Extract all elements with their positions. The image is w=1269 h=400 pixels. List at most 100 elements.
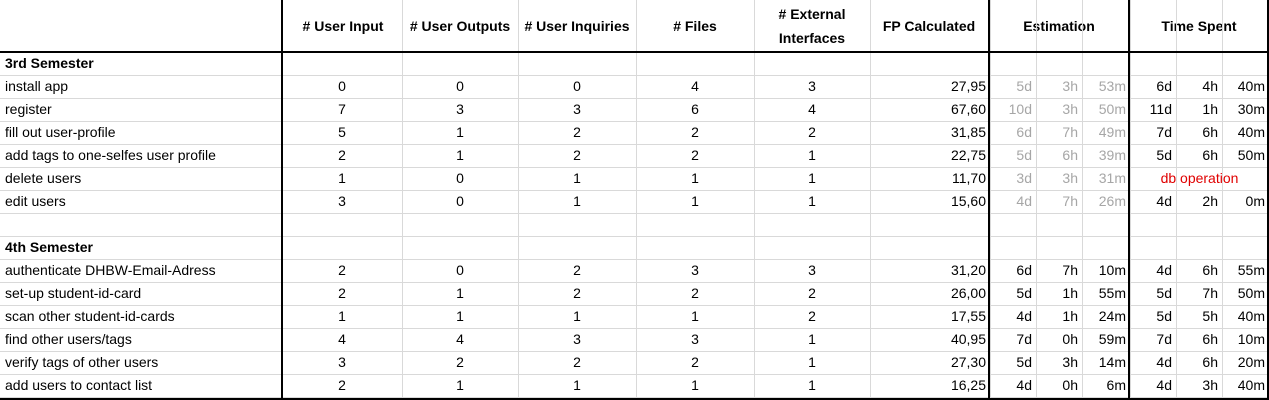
cell-fp[interactable]: 22,75: [950, 147, 986, 163]
cell-ei[interactable]: 1: [808, 193, 816, 209]
cell-uo[interactable]: 4: [456, 331, 464, 347]
cell-uq[interactable]: 0: [573, 78, 581, 94]
estimation-cell[interactable]: 7h: [1062, 262, 1078, 278]
cell-uo[interactable]: 1: [456, 285, 464, 301]
estimation-cell[interactable]: 3h: [1062, 170, 1078, 186]
estimation-cell[interactable]: 7d: [1016, 331, 1032, 347]
estimation-cell[interactable]: 7h: [1062, 193, 1078, 209]
header-files[interactable]: # Files: [673, 18, 717, 34]
cell-ei[interactable]: 1: [808, 377, 816, 393]
cell-f[interactable]: 3: [691, 331, 699, 347]
estimation-cell[interactable]: 4d: [1016, 308, 1032, 324]
estimation-cell[interactable]: 59m: [1098, 331, 1126, 347]
time-spent-cell[interactable]: 50m: [1237, 147, 1265, 163]
cell-f[interactable]: 4: [691, 78, 699, 94]
cell-ei[interactable]: 3: [808, 262, 816, 278]
estimation-cell[interactable]: 3d: [1016, 170, 1032, 186]
cell-fp[interactable]: 31,85: [950, 124, 986, 140]
task-name[interactable]: find other users/tags: [5, 331, 132, 347]
cell-f[interactable]: 2: [691, 285, 699, 301]
header-user-input[interactable]: # User Input: [302, 18, 384, 34]
cell-fp[interactable]: 40,95: [950, 331, 986, 347]
task-name[interactable]: fill out user-profile: [5, 124, 116, 140]
cell-uq[interactable]: 2: [573, 285, 581, 301]
cell-fp[interactable]: 27,30: [950, 354, 986, 370]
cell-ui[interactable]: 3: [338, 193, 346, 209]
time-spent-cell[interactable]: 4d: [1156, 377, 1172, 393]
estimation-cell[interactable]: 4d: [1016, 377, 1032, 393]
estimation-cell[interactable]: 0h: [1062, 331, 1078, 347]
estimation-cell[interactable]: 49m: [1098, 124, 1126, 140]
header-fp-calculated[interactable]: FP Calculated: [882, 18, 976, 34]
cell-uo[interactable]: 1: [456, 124, 464, 140]
cell-ui[interactable]: 2: [338, 377, 346, 393]
cell-ei[interactable]: 1: [808, 147, 816, 163]
cell-f[interactable]: 2: [691, 124, 699, 140]
time-spent-cell[interactable]: 10m: [1237, 331, 1265, 347]
cell-fp[interactable]: 15,60: [950, 193, 986, 209]
cell-f[interactable]: 1: [691, 193, 699, 209]
cell-ei[interactable]: 1: [808, 354, 816, 370]
task-name[interactable]: edit users: [5, 193, 66, 209]
estimation-cell[interactable]: 31m: [1098, 170, 1126, 186]
task-name[interactable]: register: [5, 101, 52, 117]
time-spent-cell[interactable]: 4d: [1156, 193, 1172, 209]
time-spent-cell[interactable]: 6d: [1156, 78, 1172, 94]
estimation-cell[interactable]: 6d: [1016, 262, 1032, 278]
section-title[interactable]: 3rd Semester: [5, 55, 94, 71]
estimation-cell[interactable]: 1h: [1062, 308, 1078, 324]
cell-uq[interactable]: 1: [573, 193, 581, 209]
cell-ui[interactable]: 4: [338, 331, 346, 347]
task-name[interactable]: add tags to one-selfes user profile: [5, 147, 216, 163]
estimation-cell[interactable]: 5d: [1016, 78, 1032, 94]
time-spent-cell[interactable]: 7d: [1156, 331, 1172, 347]
time-spent-cell[interactable]: 6h: [1202, 262, 1218, 278]
header-user-inquiries[interactable]: # User Inquiries: [524, 18, 630, 34]
task-name[interactable]: install app: [5, 78, 69, 94]
header-time-spent[interactable]: Time Spent: [1161, 18, 1237, 34]
cell-fp[interactable]: 26,00: [950, 285, 986, 301]
cell-f[interactable]: 1: [691, 308, 699, 324]
time-spent-cell[interactable]: 1h: [1202, 101, 1218, 117]
cell-uo[interactable]: 1: [456, 147, 464, 163]
time-spent-cell[interactable]: 40m: [1237, 78, 1265, 94]
estimation-cell[interactable]: 26m: [1098, 193, 1126, 209]
cell-uq[interactable]: 1: [573, 377, 581, 393]
estimation-cell[interactable]: 50m: [1098, 101, 1126, 117]
time-spent-cell[interactable]: 5h: [1202, 308, 1218, 324]
estimation-cell[interactable]: 4d: [1016, 193, 1032, 209]
cell-uo[interactable]: 0: [456, 170, 464, 186]
cell-ui[interactable]: 7: [338, 101, 346, 117]
cell-uo[interactable]: 0: [456, 78, 464, 94]
estimation-cell[interactable]: 6m: [1106, 377, 1126, 393]
estimation-cell[interactable]: 39m: [1098, 147, 1126, 163]
cell-ui[interactable]: 1: [338, 308, 346, 324]
estimation-cell[interactable]: 5d: [1016, 147, 1032, 163]
cell-uq[interactable]: 2: [573, 124, 581, 140]
time-spent-cell[interactable]: 6h: [1202, 354, 1218, 370]
estimation-cell[interactable]: 14m: [1098, 354, 1126, 370]
cell-f[interactable]: 1: [691, 377, 699, 393]
header-estimation[interactable]: Estimation: [1023, 18, 1095, 34]
task-name[interactable]: authenticate DHBW-Email-Adress: [5, 262, 216, 278]
time-spent-cell[interactable]: 4h: [1202, 78, 1218, 94]
cell-ui[interactable]: 0: [338, 78, 346, 94]
time-spent-cell[interactable]: 11d: [1149, 101, 1172, 117]
task-name[interactable]: delete users: [5, 170, 82, 186]
section-title[interactable]: 4th Semester: [5, 239, 93, 255]
estimation-cell[interactable]: 6d: [1016, 124, 1032, 140]
time-spent-cell[interactable]: 6h: [1202, 124, 1218, 140]
estimation-cell[interactable]: 1h: [1062, 285, 1078, 301]
estimation-cell[interactable]: 5d: [1016, 354, 1032, 370]
cell-ui[interactable]: 1: [338, 170, 346, 186]
header-user-outputs[interactable]: # User Outputs: [409, 18, 511, 34]
cell-uo[interactable]: 1: [456, 308, 464, 324]
time-spent-cell[interactable]: 2h: [1202, 193, 1218, 209]
cell-f[interactable]: 6: [691, 101, 699, 117]
cell-ei[interactable]: 2: [808, 308, 816, 324]
cell-uq[interactable]: 3: [573, 331, 581, 347]
cell-ui[interactable]: 2: [338, 262, 346, 278]
task-name[interactable]: add users to contact list: [5, 377, 153, 393]
cell-ui[interactable]: 5: [338, 124, 346, 140]
time-spent-cell[interactable]: 4d: [1156, 262, 1172, 278]
